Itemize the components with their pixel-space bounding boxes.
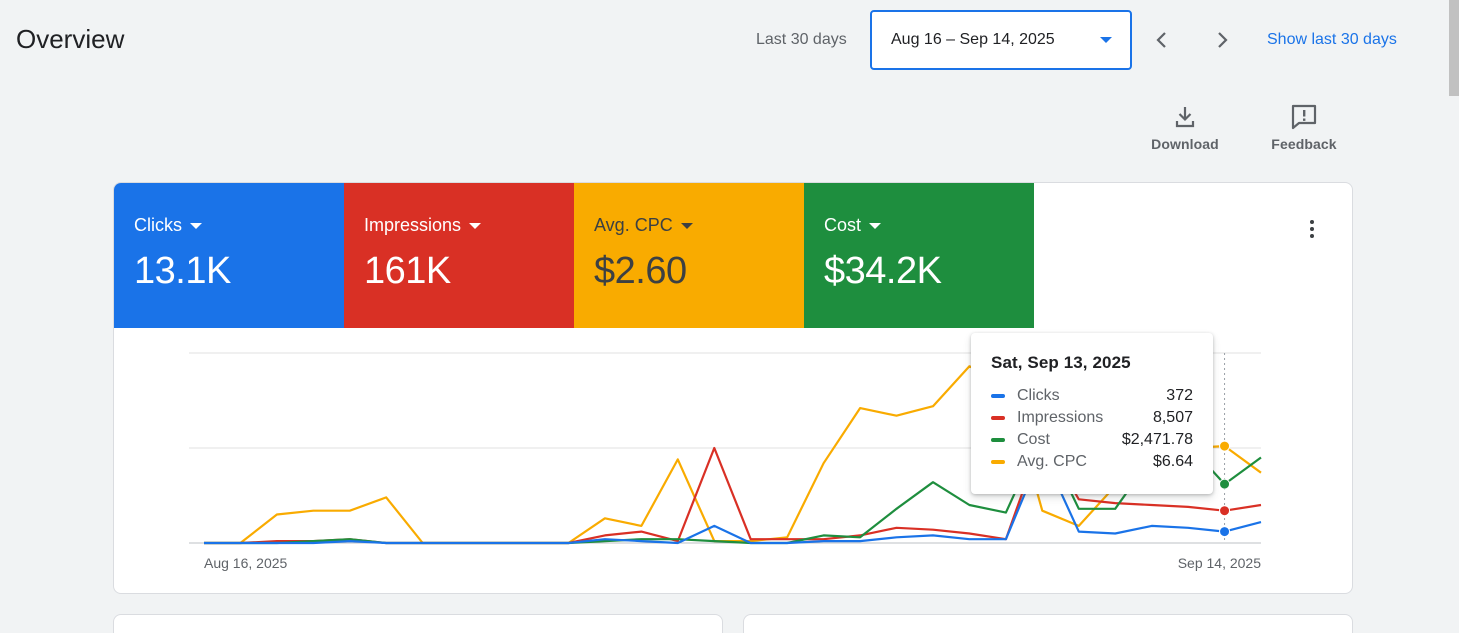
metric-tile-clicks[interactable]: Clicks 13.1K bbox=[114, 183, 344, 328]
tooltip-series-name: Avg. CPC bbox=[1017, 453, 1087, 470]
series-swatch bbox=[991, 416, 1005, 420]
metric-value: 13.1K bbox=[134, 250, 231, 292]
metric-dropdown-icon[interactable] bbox=[469, 222, 482, 229]
chart-tooltip: Sat, Sep 13, 2025 Clicks 372 Impressions… bbox=[971, 333, 1213, 494]
scrollbar-track[interactable] bbox=[1449, 0, 1459, 633]
previous-period-button[interactable] bbox=[1146, 24, 1178, 56]
tooltip-series-value: $2,471.78 bbox=[1121, 431, 1193, 448]
metric-label: Impressions bbox=[364, 215, 462, 235]
performance-card: Aug 16, 2025 Sep 14, 2025 Clicks 13.1K Im… bbox=[113, 182, 1353, 594]
tooltip-row-avg-cpc: Avg. CPC $6.64 bbox=[991, 451, 1193, 473]
metric-value: 161K bbox=[364, 250, 451, 292]
series-swatch bbox=[991, 460, 1005, 464]
performance-chart: Aug 16, 2025 Sep 14, 2025 bbox=[189, 352, 1262, 571]
metric-value: $34.2K bbox=[824, 250, 942, 292]
highlight-point bbox=[1219, 505, 1231, 517]
metric-value: $2.60 bbox=[594, 250, 687, 292]
metric-tile-impressions[interactable]: Impressions 161K bbox=[344, 183, 574, 328]
summary-card-right bbox=[743, 614, 1353, 633]
scrollbar-thumb[interactable] bbox=[1449, 0, 1459, 96]
chevron-right-icon bbox=[1218, 32, 1228, 48]
tooltip-date: Sat, Sep 13, 2025 bbox=[991, 353, 1131, 372]
next-period-button[interactable] bbox=[1206, 24, 1238, 56]
x-tick-label-end: Sep 14, 2025 bbox=[1178, 555, 1262, 571]
date-range-value: Aug 16 – Sep 14, 2025 bbox=[891, 31, 1055, 48]
page-title: Overview bbox=[16, 24, 125, 54]
highlight-point bbox=[1219, 440, 1231, 452]
metric-label: Clicks bbox=[134, 215, 182, 235]
chevron-left-icon bbox=[1156, 32, 1166, 48]
x-tick-label-start: Aug 16, 2025 bbox=[204, 555, 288, 571]
feedback-label: Feedback bbox=[1271, 136, 1337, 152]
tooltip-series-value: 8,507 bbox=[1152, 409, 1193, 426]
tooltip-row-impressions: Impressions 8,507 bbox=[991, 407, 1193, 429]
tooltip-row-clicks: Clicks 372 bbox=[991, 385, 1193, 407]
tooltip-series-value: 372 bbox=[1166, 387, 1193, 404]
tooltip-row-cost: Cost $2,471.78 bbox=[991, 429, 1193, 451]
metric-dropdown-icon[interactable] bbox=[869, 222, 882, 229]
series-line-clicks bbox=[204, 450, 1262, 545]
show-last-30-days-link[interactable]: Show last 30 days bbox=[1267, 31, 1397, 48]
tooltip-series-name: Cost bbox=[1017, 431, 1050, 448]
metric-tile-avg-cpc[interactable]: Avg. CPC $2.60 bbox=[574, 183, 804, 328]
dropdown-caret-icon bbox=[1100, 37, 1112, 43]
download-icon bbox=[1175, 107, 1195, 128]
feedback-icon bbox=[1291, 104, 1317, 130]
metric-label: Cost bbox=[824, 215, 862, 235]
metric-label: Avg. CPC bbox=[594, 215, 673, 235]
metric-dropdown-icon[interactable] bbox=[190, 222, 202, 229]
highlight-point bbox=[1219, 526, 1231, 538]
download-button[interactable]: Download bbox=[1148, 104, 1222, 152]
metric-dropdown-icon[interactable] bbox=[680, 222, 693, 229]
metric-tile-cost[interactable]: Cost $34.2K bbox=[804, 183, 1034, 328]
tooltip-series-name: Clicks bbox=[1017, 387, 1060, 404]
date-range-label: Last 30 days bbox=[756, 31, 847, 48]
feedback-button[interactable]: Feedback bbox=[1267, 104, 1341, 152]
more-options-icon[interactable] bbox=[1300, 215, 1324, 243]
date-range-selector[interactable]: Aug 16 – Sep 14, 2025 bbox=[870, 10, 1132, 70]
tooltip-series-name: Impressions bbox=[1017, 409, 1104, 426]
tooltip-series-value: $6.64 bbox=[1152, 453, 1193, 470]
series-swatch bbox=[991, 438, 1005, 442]
download-label: Download bbox=[1151, 136, 1219, 152]
series-swatch bbox=[991, 394, 1005, 398]
summary-card-left bbox=[113, 614, 723, 633]
highlight-point bbox=[1219, 478, 1231, 490]
